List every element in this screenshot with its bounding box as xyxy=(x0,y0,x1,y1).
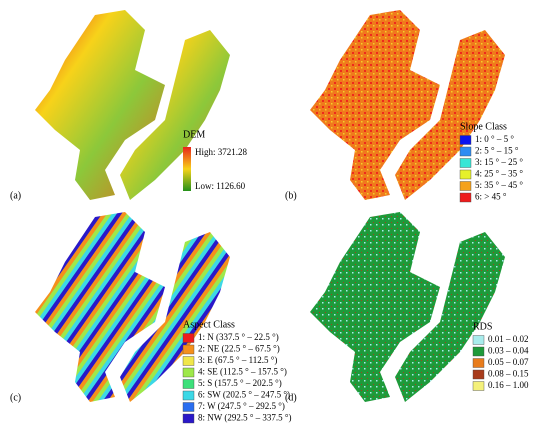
panel-label: (d) xyxy=(285,392,297,403)
legend-swatch xyxy=(459,192,472,203)
legend-label: 3: 15 ° – 25 ° xyxy=(475,157,523,167)
legend-swatch xyxy=(182,344,195,355)
legend-label: 2: NE (22.5 ° – 67.5 °) xyxy=(198,344,280,354)
panel-label: (c) xyxy=(10,392,21,403)
dem-map xyxy=(35,10,230,200)
legend-label: 5: S (157.5 ° – 202.5 °) xyxy=(198,378,282,388)
legend-label: 0.01 – 0.02 xyxy=(488,334,529,344)
legend-label: 4: SE (112.5 ° – 157.5 °) xyxy=(198,367,287,377)
legend-label: 2: 5 ° – 15 ° xyxy=(475,146,519,156)
legend-swatch xyxy=(472,358,485,368)
legend-label: 0.16 – 1.00 xyxy=(488,380,529,390)
legend-swatch xyxy=(472,369,485,380)
legend-label: 0.03 – 0.04 xyxy=(488,346,529,356)
legend-swatch xyxy=(472,346,485,357)
legend-high: High: 3721.28 xyxy=(195,147,248,157)
legend-swatch xyxy=(459,158,472,168)
panel-label: (b) xyxy=(285,190,297,201)
legend-swatch xyxy=(182,390,195,401)
legend-swatch xyxy=(472,381,485,391)
legend-title: Slope Class xyxy=(460,121,507,132)
legend-label: 1: 0 ° – 5 ° xyxy=(475,134,514,144)
legend-label: 1: N (337.5 ° – 22.5 °) xyxy=(198,332,279,342)
legends: (a) DEM High: 3721.28 Low: 1126.60 (b) Slope … xyxy=(10,121,529,424)
legend-label: 0.08 – 0.15 xyxy=(488,369,529,379)
legend-label: 6: SW (202.5 ° – 247.5 °) xyxy=(198,390,290,400)
legend-label: 6: > 45 ° xyxy=(475,192,507,202)
legend-low: Low: 1126.60 xyxy=(195,181,246,191)
legend-swatch xyxy=(182,379,195,389)
legend-swatch xyxy=(182,356,195,366)
legend-label: 0.05 – 0.07 xyxy=(488,357,529,367)
legend-title: Aspect Class xyxy=(183,319,235,330)
legend-swatch xyxy=(182,333,195,343)
legend-title: RDS xyxy=(473,321,492,332)
legend-swatch xyxy=(182,402,195,412)
legend-swatch xyxy=(182,367,195,378)
legend-colorbar xyxy=(183,147,191,191)
legend-title: DEM xyxy=(183,129,205,140)
legend-swatch xyxy=(182,413,195,424)
legend-swatch xyxy=(459,181,472,191)
panel-label: (a) xyxy=(10,190,21,201)
legend-swatch xyxy=(472,335,485,345)
legend-label: 5: 35 ° – 45 ° xyxy=(475,180,523,190)
legend-label: 8: NW (292.5 ° – 337.5 °) xyxy=(198,413,292,423)
legend-label: 7: W (247.5 ° – 292.5 °) xyxy=(198,401,285,411)
legend-swatch xyxy=(459,146,472,157)
legend-label: 4: 25 ° – 35 ° xyxy=(475,169,523,179)
legend-swatch xyxy=(459,135,472,145)
legend-swatch xyxy=(459,169,472,180)
legend-label: 3: E (67.5 ° – 112.5 °) xyxy=(198,355,277,365)
